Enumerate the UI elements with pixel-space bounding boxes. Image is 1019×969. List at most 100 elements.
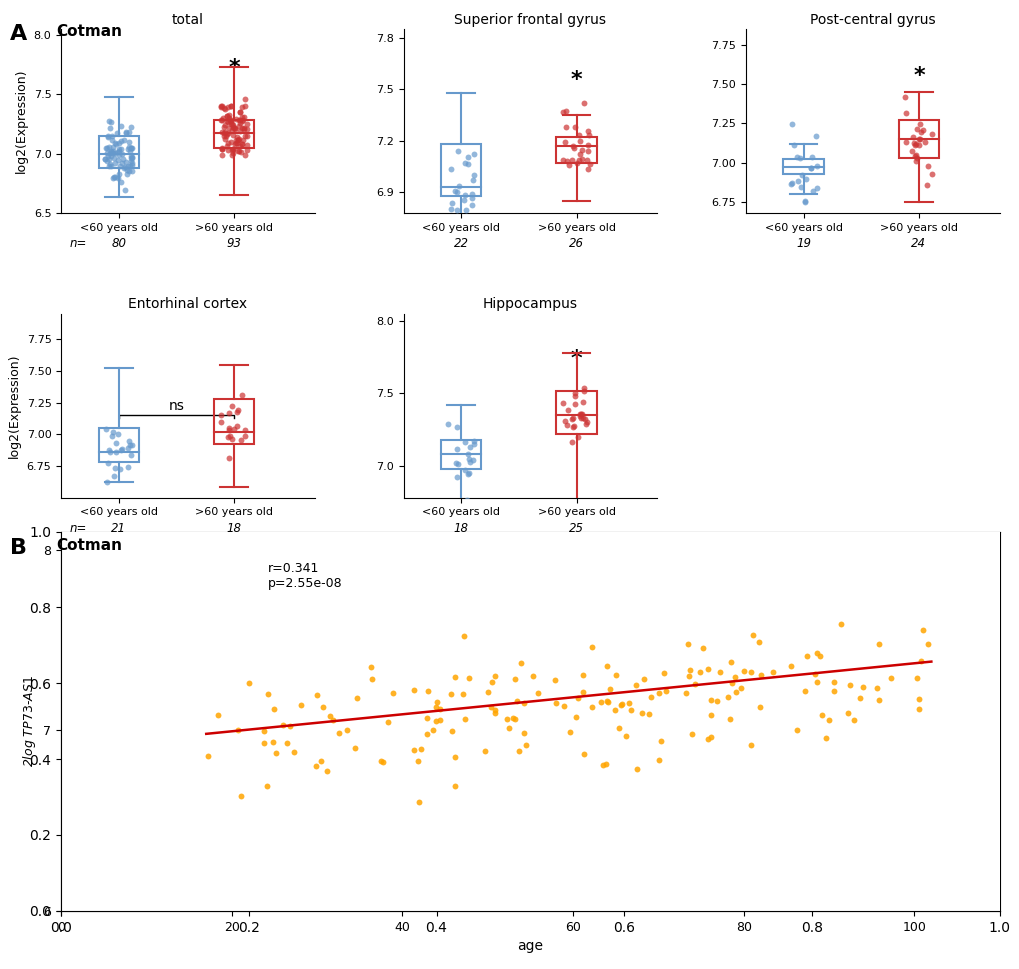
Point [220, 136, 236, 151]
Point [117, 125, 133, 141]
Point [233, 99, 250, 114]
Point [431, 712, 447, 728]
Point [903, 143, 919, 159]
Point [313, 753, 329, 768]
Point [99, 141, 115, 156]
Point [851, 691, 867, 706]
Point [232, 123, 249, 139]
Point [237, 98, 254, 113]
Point [449, 143, 466, 159]
Point [559, 402, 576, 418]
Point [278, 735, 294, 751]
Point [763, 664, 780, 679]
Point [102, 145, 118, 161]
Point [465, 452, 481, 467]
Point [567, 389, 583, 404]
Point [465, 146, 481, 162]
Point [572, 406, 588, 422]
Point [123, 156, 140, 172]
Point [460, 149, 476, 165]
Point [583, 700, 599, 715]
Point [118, 154, 135, 170]
Point [99, 455, 115, 471]
Point [113, 118, 129, 134]
Point [229, 132, 246, 147]
Point [99, 145, 115, 161]
Point [236, 422, 253, 437]
Point [443, 723, 460, 738]
Point [235, 109, 252, 125]
Point [744, 627, 760, 642]
Text: r=0.341
p=2.55e-08: r=0.341 p=2.55e-08 [267, 562, 342, 590]
Point [455, 628, 472, 643]
Point [808, 159, 824, 174]
Point [233, 388, 250, 403]
Bar [214, 120, 254, 147]
Text: 18: 18 [226, 521, 242, 535]
Point [427, 699, 443, 714]
Title: Superior frontal gyrus: Superior frontal gyrus [453, 13, 606, 26]
Point [699, 661, 715, 676]
Point [103, 159, 119, 174]
Point [460, 156, 476, 172]
Point [642, 689, 658, 704]
Point [595, 757, 611, 772]
Point [117, 160, 133, 175]
Point [466, 437, 482, 453]
Point [100, 129, 116, 144]
Point [223, 116, 239, 132]
Point [219, 114, 235, 130]
Point [235, 121, 252, 137]
Point [446, 183, 463, 199]
Point [234, 137, 251, 152]
Point [448, 202, 465, 217]
Point [119, 163, 136, 178]
Point [579, 152, 595, 168]
Point [216, 128, 232, 143]
Point [560, 157, 577, 172]
Point [623, 703, 639, 718]
Point [477, 743, 493, 759]
Point [111, 136, 127, 151]
Bar [555, 138, 596, 163]
Point [799, 648, 815, 664]
Point [806, 666, 822, 681]
Point [123, 119, 140, 135]
Point [908, 121, 924, 137]
Point [508, 693, 525, 708]
Point [235, 120, 252, 136]
Point [110, 144, 126, 160]
Point [480, 685, 496, 701]
Point [583, 639, 599, 654]
Point [265, 734, 281, 749]
Point [680, 637, 696, 652]
Point [597, 757, 613, 772]
Point [224, 127, 240, 142]
Bar [99, 136, 139, 168]
Point [231, 143, 248, 159]
Text: Cotman: Cotman [56, 538, 122, 552]
Point [908, 150, 924, 166]
Point [702, 707, 718, 723]
Point [733, 680, 749, 696]
Point [106, 468, 122, 484]
Point [223, 123, 239, 139]
Point [103, 128, 119, 143]
Point [905, 136, 921, 151]
Point [217, 132, 233, 147]
Point [911, 131, 927, 146]
Text: 93: 93 [226, 236, 242, 250]
Point [124, 438, 141, 453]
Point [462, 219, 478, 234]
Point [419, 710, 435, 726]
Y-axis label: log2(Expression): log2(Expression) [15, 69, 29, 173]
Point [236, 129, 253, 144]
Point [100, 148, 116, 164]
Bar [440, 440, 481, 469]
Y-axis label: 2log $TP73‑AS1$: 2log $TP73‑AS1$ [21, 675, 38, 767]
Point [113, 441, 129, 456]
Point [224, 141, 240, 157]
Text: 21: 21 [111, 521, 126, 535]
Point [123, 141, 140, 156]
Point [610, 720, 627, 735]
